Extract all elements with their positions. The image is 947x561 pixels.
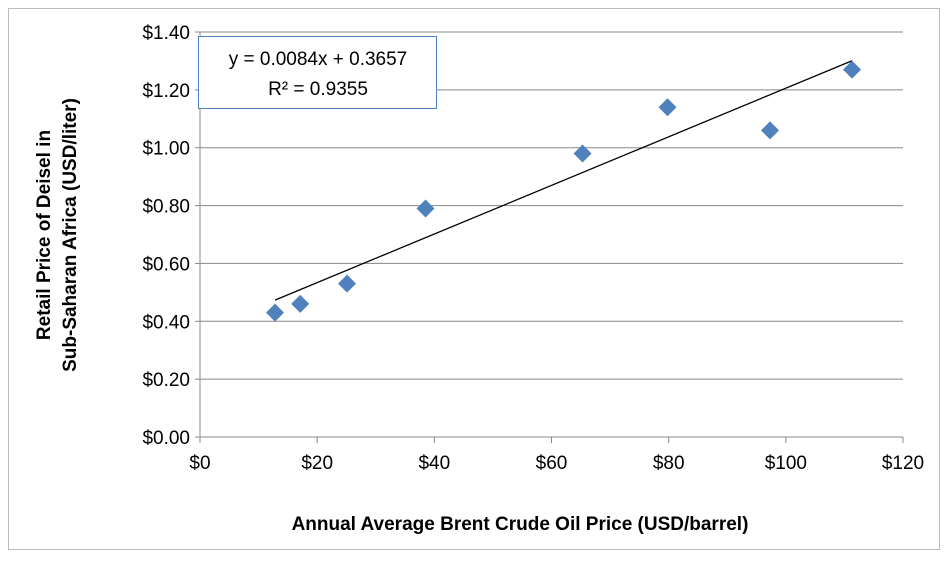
chart-border [8, 8, 940, 550]
point [761, 121, 780, 140]
y-tick-label: $1.40 [142, 23, 190, 44]
point [338, 274, 357, 293]
point [265, 303, 284, 322]
x-tick-label: $60 [536, 453, 568, 474]
point [291, 294, 310, 313]
r-squared: R² = 0.9355 [268, 79, 368, 100]
trendline [274, 60, 853, 301]
point [843, 60, 862, 79]
y-tick-label: $0.60 [142, 254, 190, 275]
point [658, 98, 677, 117]
y-tick-label: $0.80 [142, 197, 190, 218]
y-axis-label: Retail Price of Deisel in [34, 130, 55, 340]
y-axis-label: Sub-Saharan Africa (USD/liter) [60, 98, 81, 372]
x-tick-label: $80 [653, 453, 685, 474]
x-tick-label: $40 [418, 453, 450, 474]
x-tick-label: $0 [189, 453, 210, 474]
x-tick-label: $100 [765, 453, 807, 474]
x-axis-label: Annual Average Brent Crude Oil Price (US… [292, 514, 749, 535]
y-tick-label: $0.40 [142, 312, 190, 333]
x-tick-label: $120 [882, 453, 924, 474]
y-tick-label: $0.20 [142, 370, 190, 391]
point [416, 199, 435, 218]
y-tick-label: $0.00 [142, 428, 190, 449]
equation-box [198, 36, 437, 109]
y-tick-label: $1.00 [142, 139, 190, 160]
trendline-equation: y = 0.0084x + 0.3657 [229, 49, 408, 70]
point [573, 144, 592, 163]
x-tick-label: $20 [301, 453, 333, 474]
y-tick-label: $1.20 [142, 81, 190, 102]
